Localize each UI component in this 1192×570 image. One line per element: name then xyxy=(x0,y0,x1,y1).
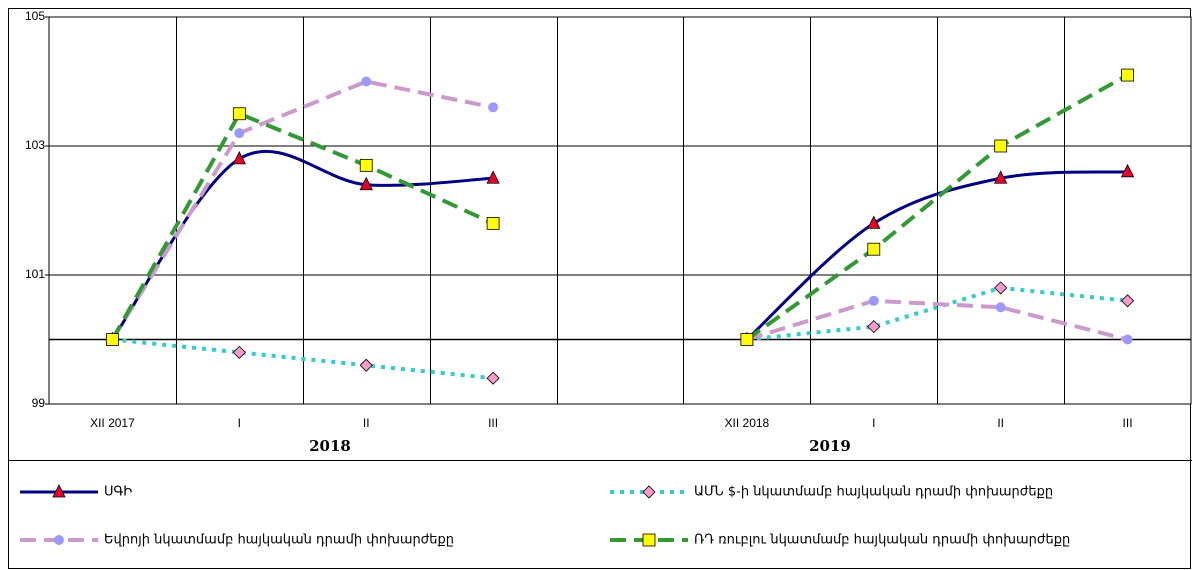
data-point xyxy=(488,102,499,113)
data-point xyxy=(486,216,500,230)
legend-marker xyxy=(52,484,66,498)
data-point xyxy=(486,371,500,385)
legend-label: ԱՄՆ $-ի նկատմամբ հայկական դրամի փոխարժեք… xyxy=(694,485,1053,500)
data-point xyxy=(1120,163,1135,178)
x-tick-label: III xyxy=(1123,416,1133,430)
y-tick-label: 101 xyxy=(25,267,45,281)
x-tick-label: XII 2017 xyxy=(90,416,135,430)
data-point xyxy=(867,215,881,229)
data-point xyxy=(994,281,1008,295)
data-point xyxy=(1122,334,1133,345)
data-point xyxy=(994,170,1008,184)
data-point xyxy=(1121,68,1134,82)
data-point xyxy=(359,358,373,372)
legend-marker xyxy=(54,535,64,545)
legend-marker xyxy=(642,533,656,547)
group-label: 2018 xyxy=(309,437,351,455)
data-point xyxy=(234,128,245,139)
data-point xyxy=(359,176,373,191)
data-point xyxy=(232,107,246,121)
data-point xyxy=(1120,294,1135,308)
x-tick-label: XII 2018 xyxy=(725,416,770,430)
data-point xyxy=(867,242,881,256)
legend-label: ՌԴ ռուբլու նկատմամբ հայկական դրամի փոխար… xyxy=(694,533,1070,548)
data-point xyxy=(486,170,500,184)
legend-marker xyxy=(642,485,656,499)
group-label: 2019 xyxy=(809,437,851,455)
data-point xyxy=(867,320,881,334)
legend-label: Եվրոյի նկատմամբ հայկական դրամի փոխարժեքը xyxy=(104,533,454,548)
data-point xyxy=(232,345,246,359)
x-tick-label: II xyxy=(363,416,370,430)
legend-label: ՍԳԻ xyxy=(104,485,132,500)
data-point xyxy=(106,333,119,346)
data-point xyxy=(868,295,879,306)
y-tick-label: 103 xyxy=(25,138,45,152)
y-tick-label: 105 xyxy=(25,9,45,23)
x-tick-label: I xyxy=(872,416,875,430)
x-tick-label: I xyxy=(238,416,241,430)
data-point xyxy=(740,333,754,346)
y-tick-label: 99 xyxy=(32,396,46,410)
data-point xyxy=(359,158,373,172)
data-point xyxy=(232,151,246,165)
data-point xyxy=(361,76,372,87)
plot-area xyxy=(48,16,1192,405)
data-point xyxy=(994,139,1008,153)
data-point xyxy=(995,302,1006,313)
series-line xyxy=(110,79,1129,342)
series-line xyxy=(112,285,1128,381)
x-tick-label: III xyxy=(488,416,498,430)
x-tick-label: II xyxy=(997,416,1004,430)
series-line xyxy=(110,73,1129,342)
